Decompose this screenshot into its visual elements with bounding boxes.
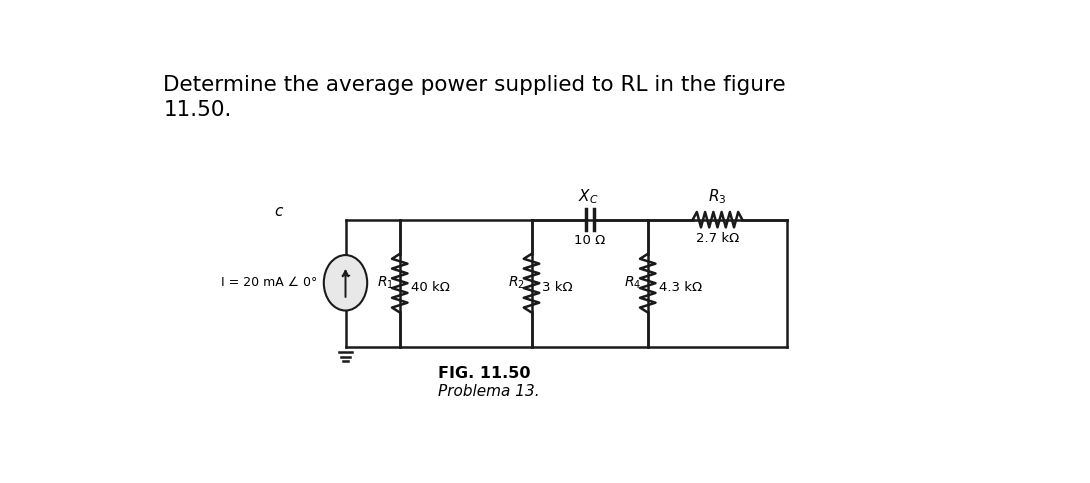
Text: Determine the average power supplied to RL in the figure: Determine the average power supplied to … [164, 75, 786, 95]
Text: FIG. 11.50: FIG. 11.50 [438, 366, 531, 381]
Text: 40 kΩ: 40 kΩ [411, 281, 449, 294]
Text: $R_3$: $R_3$ [708, 187, 727, 206]
Text: 10 Ω: 10 Ω [574, 233, 605, 246]
Text: 11.50.: 11.50. [164, 100, 232, 120]
Ellipse shape [324, 255, 367, 311]
Text: 4.3 kΩ: 4.3 kΩ [658, 281, 702, 294]
Text: $R_4$: $R_4$ [625, 275, 642, 291]
Text: c: c [275, 204, 282, 219]
Text: $R_2$: $R_2$ [508, 275, 525, 291]
Text: Problema 13.: Problema 13. [438, 384, 541, 398]
Text: 3 kΩ: 3 kΩ [543, 281, 573, 294]
Text: I = 20 mA ∠ 0°: I = 20 mA ∠ 0° [221, 276, 317, 289]
Text: 2.7 kΩ: 2.7 kΩ [695, 232, 739, 245]
Text: $R_1$: $R_1$ [377, 275, 393, 291]
Text: $X_C$: $X_C$ [578, 187, 598, 206]
